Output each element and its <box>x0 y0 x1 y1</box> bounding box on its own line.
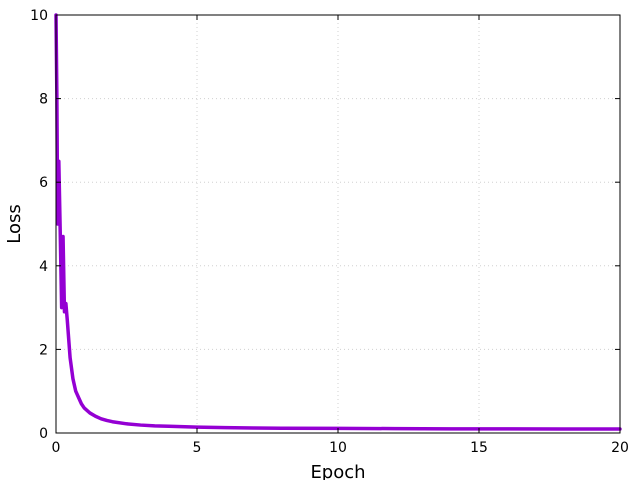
x-tick-label: 10 <box>329 440 347 456</box>
x-tick-label: 5 <box>193 440 202 456</box>
y-tick-label: 0 <box>39 426 48 442</box>
plot-frame <box>55 14 621 434</box>
series-layer <box>54 13 622 431</box>
y-tick-label: 10 <box>30 8 48 24</box>
y-axis-title: Loss <box>4 204 25 243</box>
y-tick-label: 8 <box>39 92 48 108</box>
loss-series-line <box>54 13 622 431</box>
y-tick-label: 2 <box>39 342 48 358</box>
x-axis-title: Epoch <box>310 462 365 480</box>
x-tick-label: 0 <box>52 440 61 456</box>
labels-layer: 0 5 10 15 20 0 2 4 6 8 10 <box>30 8 629 456</box>
y-tick-label: 6 <box>39 175 48 191</box>
y-tick-label: 4 <box>39 259 48 275</box>
x-tick-label: 15 <box>470 440 488 456</box>
grid-layer <box>56 15 620 433</box>
x-tick-label: 20 <box>611 440 629 456</box>
